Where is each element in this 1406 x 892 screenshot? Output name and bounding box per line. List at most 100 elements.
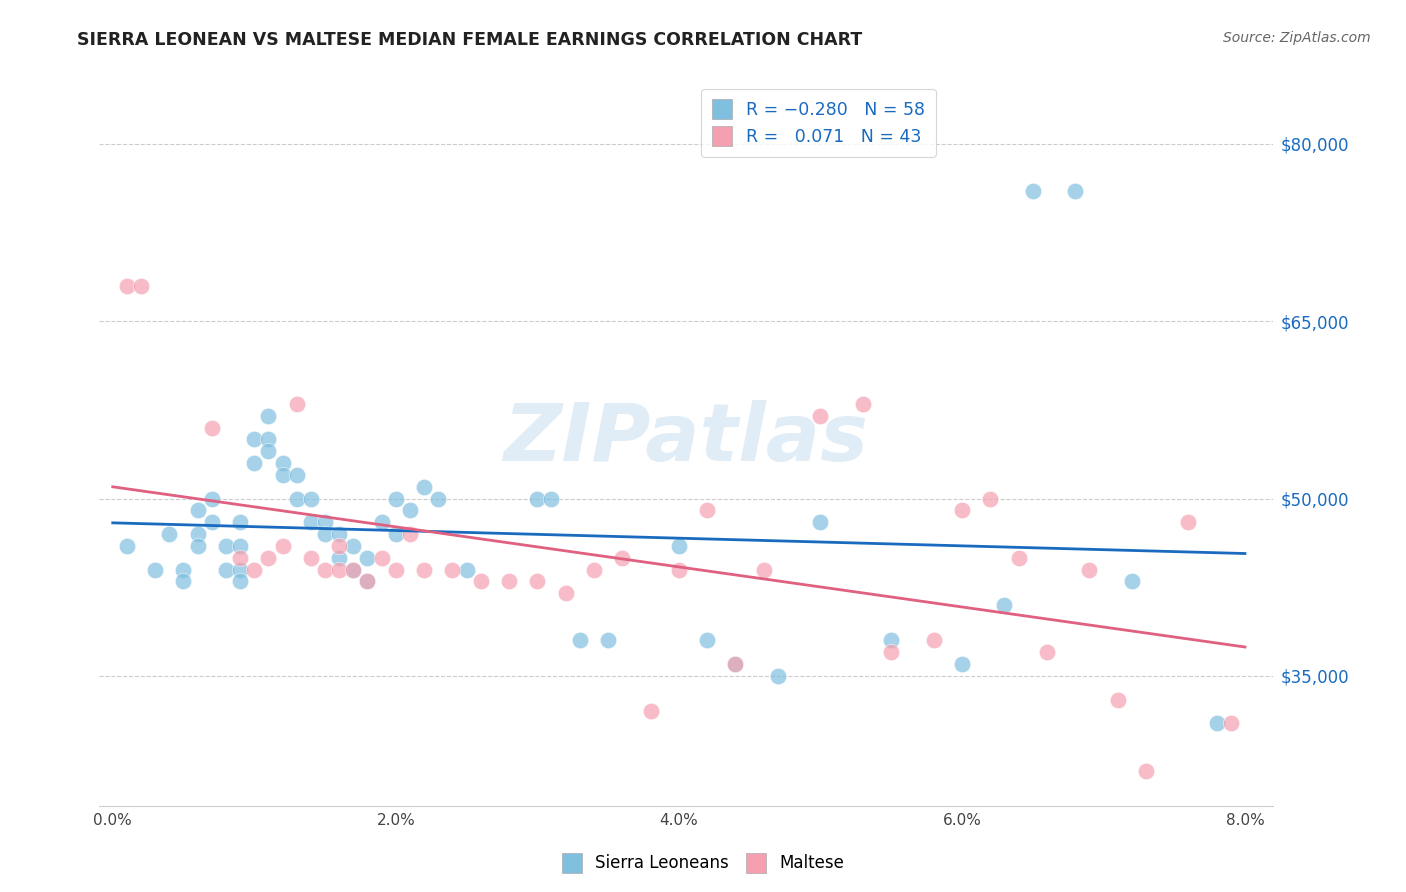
Point — [299, 550, 322, 565]
Point — [215, 539, 238, 553]
Point — [668, 562, 690, 576]
Point — [201, 491, 224, 506]
Point — [314, 515, 336, 529]
Point — [328, 562, 350, 576]
Point — [554, 586, 576, 600]
Point — [880, 633, 903, 648]
Point — [384, 527, 406, 541]
Point — [328, 550, 350, 565]
Point — [356, 574, 378, 589]
Point — [456, 562, 478, 576]
Point — [187, 527, 209, 541]
Point — [115, 539, 138, 553]
Point — [384, 491, 406, 506]
Point — [540, 491, 562, 506]
Point — [187, 503, 209, 517]
Text: ZIPatlas: ZIPatlas — [503, 401, 869, 478]
Point — [1135, 764, 1157, 778]
Point — [257, 550, 280, 565]
Legend: Sierra Leoneans, Maltese: Sierra Leoneans, Maltese — [555, 847, 851, 880]
Point — [229, 539, 252, 553]
Point — [696, 503, 718, 517]
Point — [271, 456, 294, 470]
Point — [257, 444, 280, 458]
Point — [612, 550, 634, 565]
Point — [314, 527, 336, 541]
Point — [724, 657, 747, 672]
Point — [173, 574, 195, 589]
Point — [526, 491, 548, 506]
Point — [808, 409, 831, 423]
Legend: R = −0.280   N = 58, R =   0.071   N = 43: R = −0.280 N = 58, R = 0.071 N = 43 — [702, 89, 935, 157]
Point — [129, 278, 152, 293]
Point — [922, 633, 945, 648]
Point — [299, 515, 322, 529]
Point — [173, 562, 195, 576]
Point — [1121, 574, 1143, 589]
Point — [257, 433, 280, 447]
Point — [299, 491, 322, 506]
Point — [880, 645, 903, 659]
Point — [314, 562, 336, 576]
Point — [1107, 692, 1129, 706]
Point — [1036, 645, 1059, 659]
Point — [201, 515, 224, 529]
Text: SIERRA LEONEAN VS MALTESE MEDIAN FEMALE EARNINGS CORRELATION CHART: SIERRA LEONEAN VS MALTESE MEDIAN FEMALE … — [77, 31, 862, 49]
Point — [399, 527, 422, 541]
Point — [157, 527, 180, 541]
Point — [852, 397, 875, 411]
Point — [696, 633, 718, 648]
Point — [582, 562, 605, 576]
Point — [285, 397, 308, 411]
Point — [243, 562, 266, 576]
Point — [285, 491, 308, 506]
Point — [201, 420, 224, 434]
Point — [640, 705, 662, 719]
Point — [724, 657, 747, 672]
Point — [342, 562, 364, 576]
Point — [1219, 716, 1241, 731]
Point — [342, 539, 364, 553]
Point — [950, 503, 973, 517]
Point — [384, 562, 406, 576]
Point — [441, 562, 464, 576]
Point — [243, 456, 266, 470]
Point — [243, 433, 266, 447]
Point — [950, 657, 973, 672]
Point — [285, 467, 308, 482]
Point — [427, 491, 450, 506]
Point — [370, 515, 392, 529]
Point — [229, 550, 252, 565]
Point — [526, 574, 548, 589]
Point — [1177, 515, 1199, 529]
Point — [399, 503, 422, 517]
Point — [766, 669, 789, 683]
Point — [342, 562, 364, 576]
Point — [1205, 716, 1227, 731]
Point — [979, 491, 1001, 506]
Point — [215, 562, 238, 576]
Point — [470, 574, 492, 589]
Point — [229, 574, 252, 589]
Point — [1064, 184, 1087, 198]
Point — [229, 562, 252, 576]
Point — [993, 598, 1015, 612]
Point — [1078, 562, 1101, 576]
Point — [413, 480, 436, 494]
Point — [187, 539, 209, 553]
Point — [143, 562, 166, 576]
Point — [356, 574, 378, 589]
Point — [668, 539, 690, 553]
Point — [271, 539, 294, 553]
Point — [229, 515, 252, 529]
Point — [808, 515, 831, 529]
Point — [257, 409, 280, 423]
Point — [1007, 550, 1029, 565]
Point — [568, 633, 591, 648]
Point — [356, 550, 378, 565]
Point — [596, 633, 619, 648]
Point — [328, 539, 350, 553]
Point — [370, 550, 392, 565]
Point — [1021, 184, 1043, 198]
Point — [271, 467, 294, 482]
